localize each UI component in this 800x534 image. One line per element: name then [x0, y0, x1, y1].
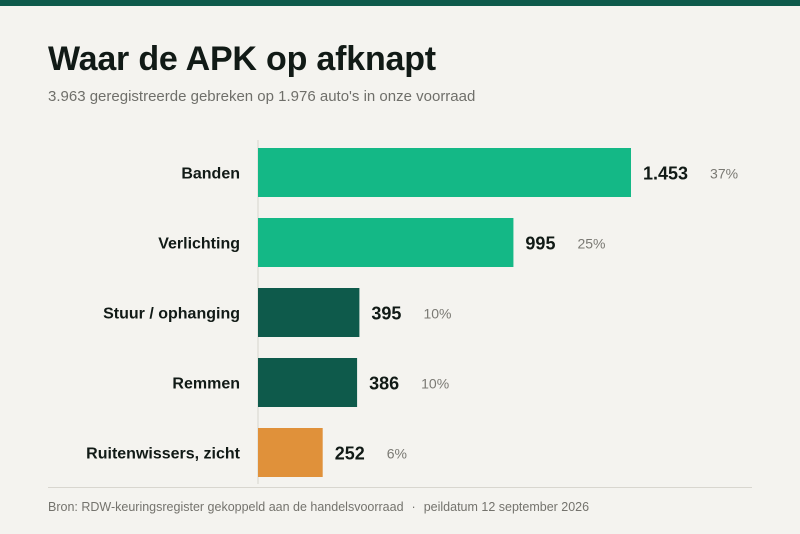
- value-label: 995: [525, 234, 555, 254]
- footer: Bron: RDW-keuringsregister gekoppeld aan…: [48, 500, 589, 514]
- share-label: 25%: [577, 236, 605, 252]
- category-label: Ruitenwissers, zicht: [86, 446, 240, 463]
- bar: [258, 288, 360, 337]
- value-label: 1.453: [643, 164, 688, 184]
- category-label: Banden: [181, 166, 240, 183]
- bar: [258, 358, 358, 407]
- value-label: 386: [369, 374, 399, 394]
- share-label: 10%: [423, 306, 451, 322]
- share-label: 10%: [421, 376, 449, 392]
- top-accent-bar: [0, 0, 800, 6]
- page-title: Waar de APK op afknapt: [48, 40, 436, 78]
- bar: [258, 148, 631, 197]
- share-label: 6%: [387, 446, 407, 462]
- bar: [258, 428, 323, 477]
- category-label: Verlichting: [158, 236, 240, 253]
- value-label: 252: [335, 444, 365, 464]
- bar: [258, 218, 514, 267]
- category-label: Stuur / ophanging: [103, 306, 240, 323]
- footer-source: Bron: RDW-keuringsregister gekoppeld aan…: [48, 500, 404, 514]
- footer-separator: ·: [411, 500, 416, 514]
- footer-date: peildatum 12 september 2026: [423, 500, 590, 514]
- footer-divider: [48, 487, 752, 488]
- share-label: 37%: [710, 166, 738, 182]
- value-label: 395: [371, 304, 401, 324]
- category-label: Remmen: [172, 376, 240, 393]
- page-subtitle: 3.963 geregistreerde gebreken op 1.976 a…: [48, 88, 476, 105]
